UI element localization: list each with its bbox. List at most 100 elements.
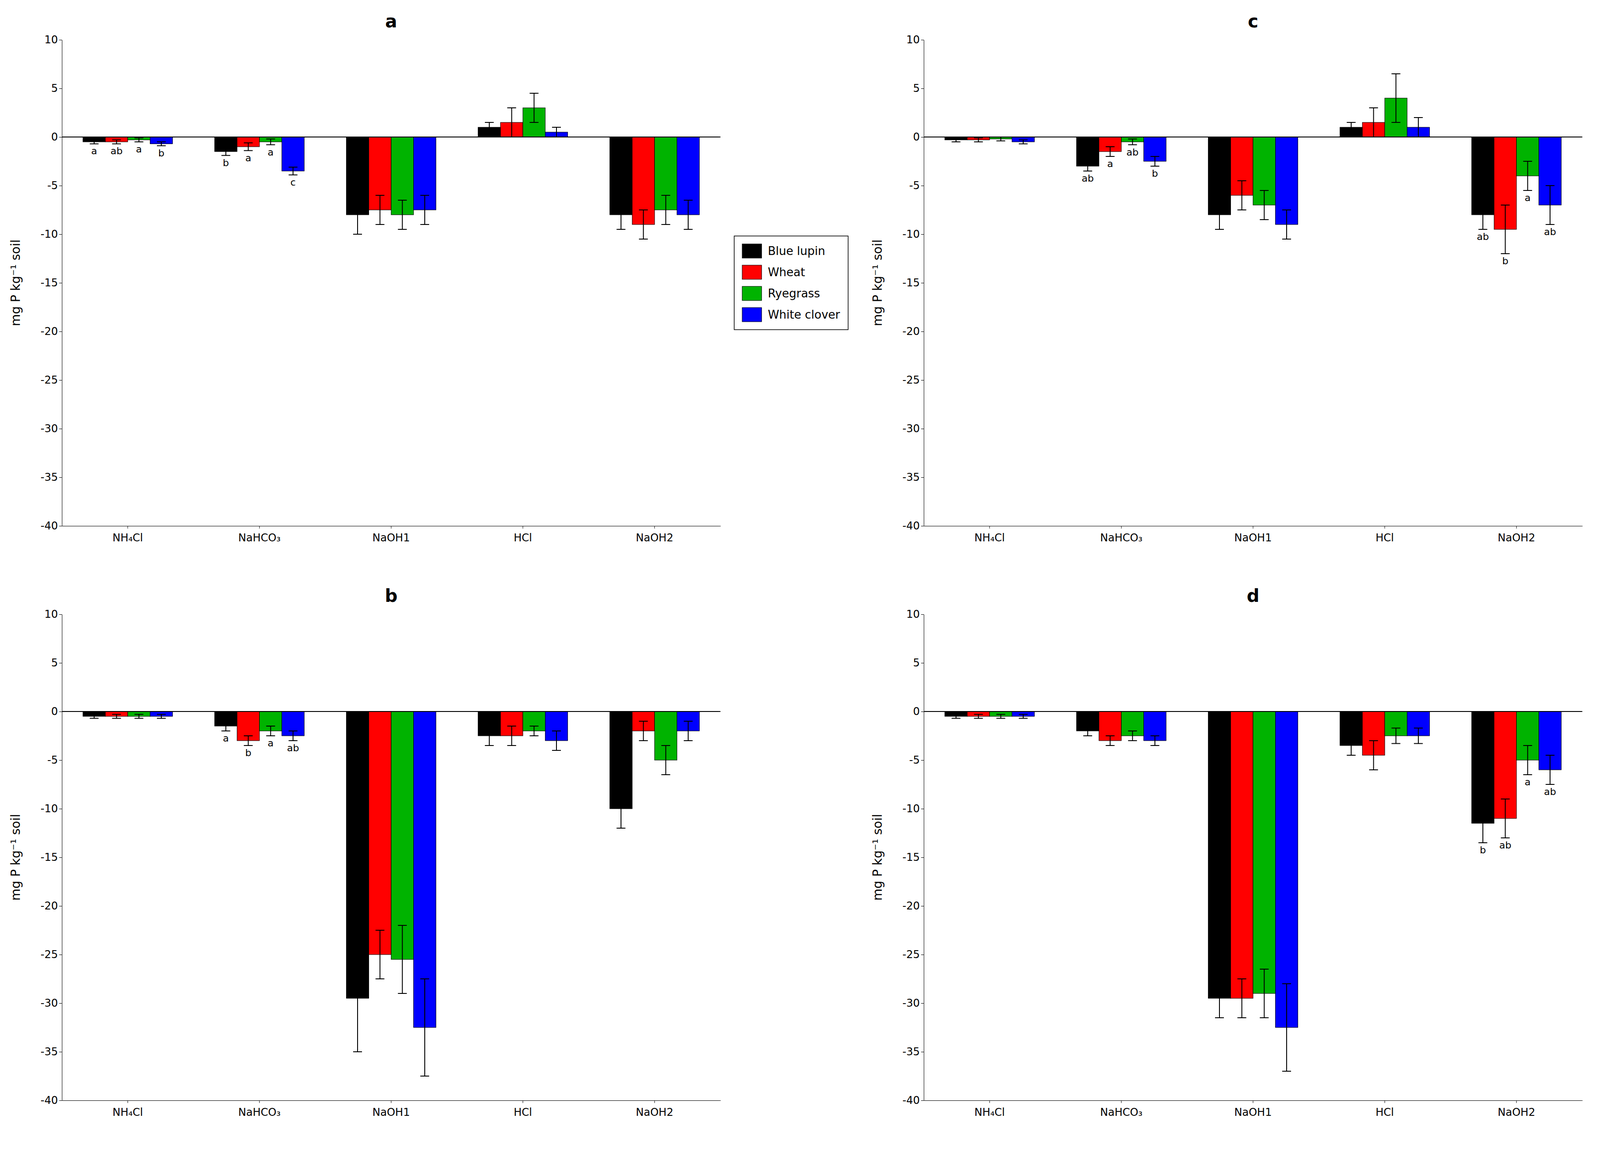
y-tick: -5 [909, 754, 924, 767]
error-bar [243, 142, 253, 151]
error-bar [974, 137, 983, 142]
tick-mark [259, 525, 260, 529]
bar-series [967, 122, 1517, 230]
y-tick: -20 [902, 325, 924, 338]
error-bar [243, 735, 253, 746]
bar [281, 137, 305, 172]
error-bar [1083, 726, 1093, 736]
panel: babaab1050-5-10-15-20-25-30-35-40NH₄ClNa… [870, 585, 1583, 1119]
panel: abababababab1050-5-10-15-20-25-30-35-40N… [870, 11, 1583, 545]
tick-label: NaHCO₃ [238, 531, 281, 545]
tick-label: -10 [902, 228, 920, 241]
error-bar [974, 714, 983, 719]
error-bar [1523, 745, 1532, 775]
y-tick: -5 [909, 179, 924, 192]
error-bars [996, 714, 1532, 1018]
error-bars [156, 127, 693, 230]
tick-label: 10 [906, 33, 920, 46]
y-tick: -30 [902, 422, 924, 435]
error-bar [221, 147, 231, 156]
legend-item: White clover [742, 307, 841, 322]
y-tick: -15 [40, 851, 62, 864]
error-bar [1413, 117, 1423, 138]
plot-area [944, 711, 1562, 1072]
tick-label: -15 [902, 851, 920, 864]
tick-label: -35 [902, 1045, 920, 1059]
y-tick: -25 [40, 948, 62, 961]
tick-label: -5 [47, 179, 58, 192]
y-tick: -30 [40, 997, 62, 1010]
tick-mark [59, 185, 62, 187]
x-tick: NaHCO₃ [238, 525, 281, 545]
x-tick: NaOH1 [372, 1100, 411, 1119]
error-bar [1215, 200, 1224, 230]
error-bar [1478, 200, 1488, 230]
error-bar [1105, 735, 1115, 746]
tick-mark [921, 88, 924, 89]
tick-mark [654, 525, 656, 529]
annotation: b [245, 747, 252, 759]
y-tick: -35 [902, 471, 924, 484]
bar-series [967, 711, 1517, 999]
x-tick: NaOH1 [372, 525, 411, 545]
zero-line [923, 136, 1583, 138]
x-tick: HCl [513, 1100, 532, 1119]
error-bar [397, 200, 407, 230]
error-bar [1083, 161, 1093, 172]
error-bar [266, 138, 275, 145]
error-bars [1018, 117, 1555, 240]
annotation: ab [110, 145, 123, 157]
error-bar [1346, 735, 1356, 756]
annotation: a [136, 143, 142, 155]
x-tick: NaOH2 [1497, 525, 1536, 545]
annotation: ab [1543, 786, 1556, 798]
error-bar [1127, 731, 1137, 741]
error-bar [683, 200, 693, 230]
y-tick: -25 [902, 373, 924, 387]
tick-mark [921, 906, 924, 907]
y-tick: -35 [40, 1045, 62, 1059]
error-bar [134, 714, 144, 719]
error-bar [420, 979, 430, 1077]
legend-swatch [742, 243, 762, 259]
x-axis: NH₄ClNaHCO₃NaOH1HClNaOH2 [62, 1100, 721, 1119]
error-bar [1282, 983, 1292, 1072]
tick-label: 5 [913, 82, 920, 95]
y-tick: -10 [40, 228, 62, 241]
error-bars [112, 107, 648, 240]
annotation: a [267, 146, 274, 158]
panel: ababaaabc1050-5-10-15-20-25-30-35-40NH₄C… [8, 11, 721, 545]
tick-label: -35 [40, 1045, 58, 1059]
error-bar [996, 137, 1006, 141]
tick-label: -15 [40, 276, 58, 290]
error-bar [951, 714, 961, 719]
axis-line [923, 40, 925, 527]
tick-mark [59, 711, 62, 713]
annotation: ab [1081, 172, 1094, 184]
tick-label: -40 [902, 519, 920, 533]
tick-mark [921, 525, 924, 527]
tick-label: 0 [913, 130, 920, 144]
tick-mark [59, 1051, 62, 1053]
error-bar [507, 107, 517, 138]
y-axis: 1050-5-10-15-20-25-30-35-40 [40, 608, 63, 1107]
tick-label: -25 [902, 373, 920, 387]
tick-label: HCl [1375, 531, 1394, 545]
y-tick: 0 [51, 130, 62, 144]
tick-mark [259, 1100, 260, 1104]
tick-mark [127, 1100, 129, 1104]
annotation: b [1479, 844, 1486, 856]
legend-label: White clover [767, 308, 841, 322]
tick-label: 5 [51, 656, 58, 670]
error-bar [996, 714, 1006, 719]
x-tick: HCl [1375, 525, 1394, 545]
tick-label: -5 [47, 754, 58, 767]
error-bar [683, 721, 693, 741]
x-tick: NaOH2 [636, 1100, 674, 1119]
error-bars [89, 714, 626, 1052]
tick-label: NaHCO₃ [1100, 531, 1143, 545]
annotation: ab [286, 742, 299, 754]
error-bar [89, 714, 99, 719]
legend-swatch [742, 265, 762, 280]
bar-series [1012, 711, 1562, 1028]
